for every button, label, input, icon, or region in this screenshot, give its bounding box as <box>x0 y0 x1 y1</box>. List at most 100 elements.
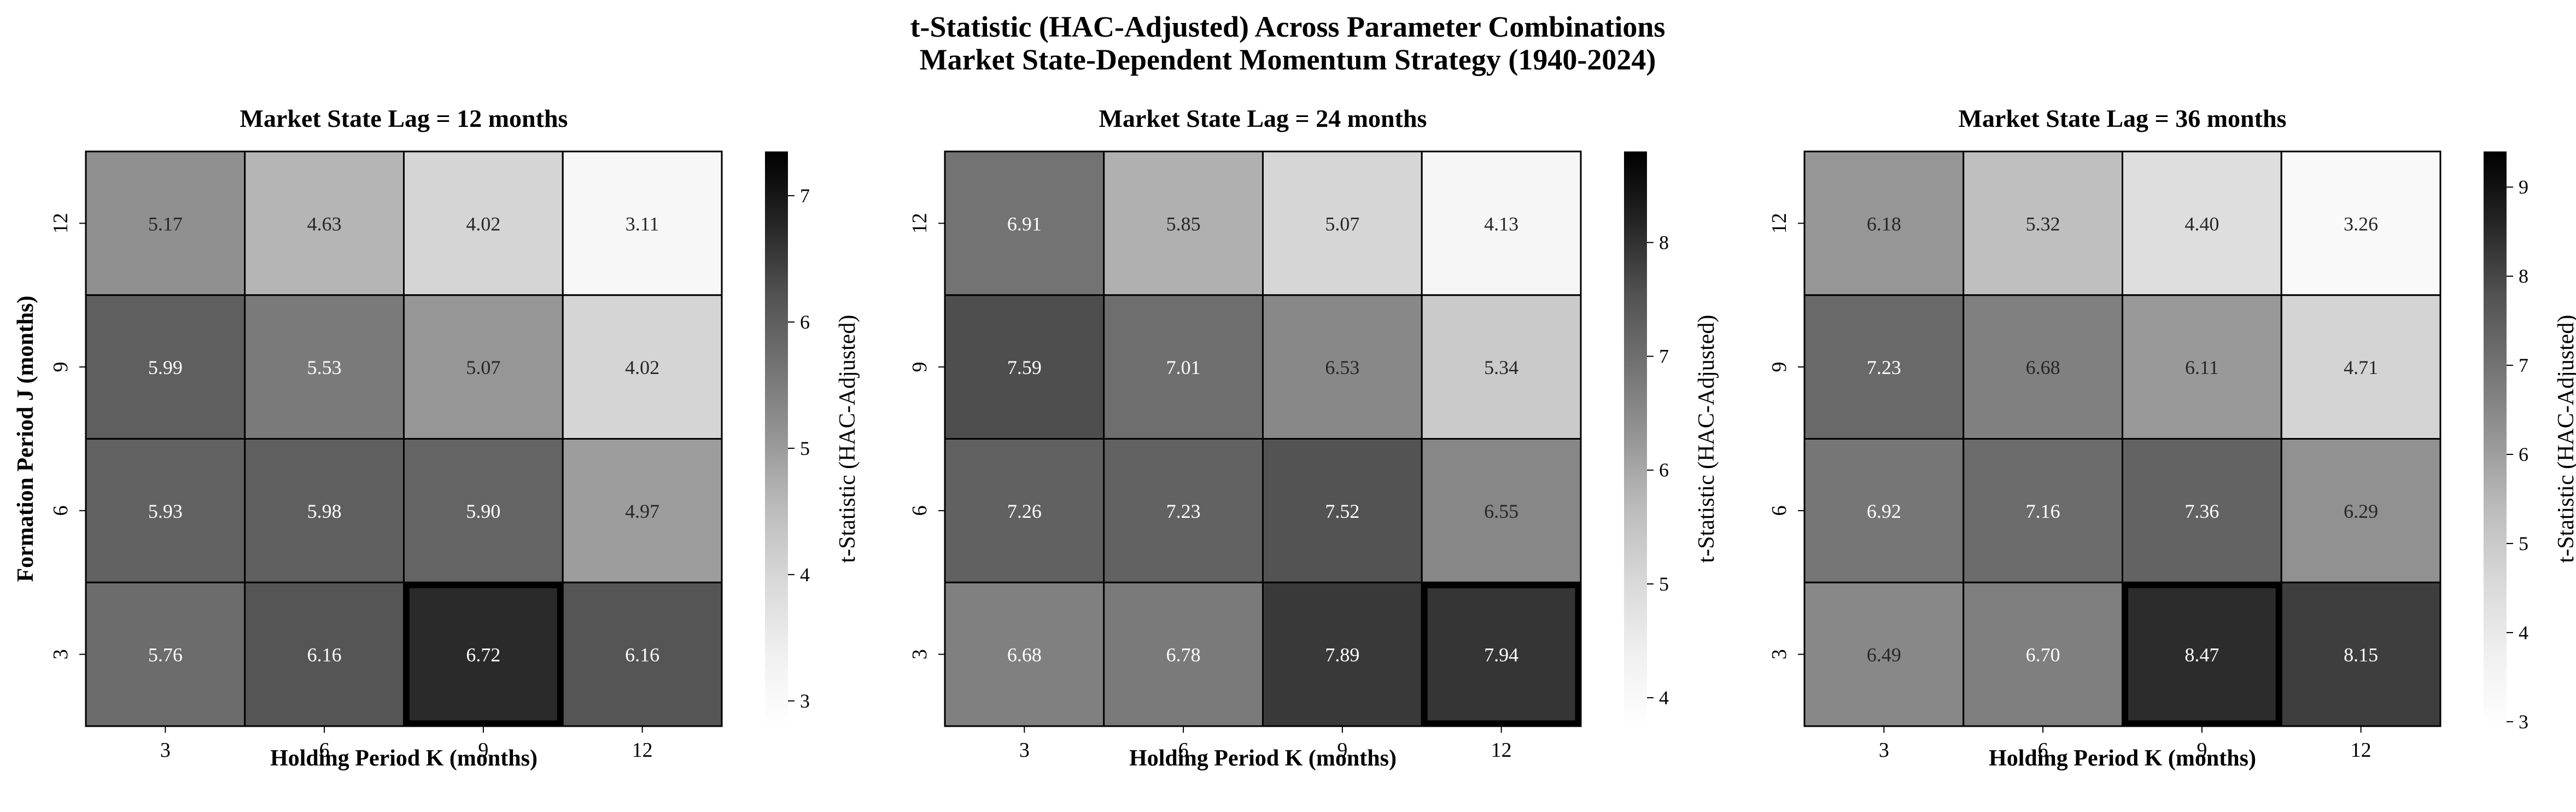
colorbar-tick-label: 7 <box>2519 354 2528 376</box>
heatmap-cell <box>244 150 405 296</box>
cell-value-label: 6.70 <box>2026 644 2060 666</box>
x-tick-label: 6 <box>2038 739 2048 762</box>
heatmap-frame <box>85 150 723 727</box>
heatmap-cell <box>1803 150 1965 296</box>
x-tick-label: 12 <box>1491 739 1512 762</box>
heatmap-panel-1: Market State Lag = 12 months 5.17 4.63 4.02… <box>13 104 860 771</box>
colorbar-tick-label: 7 <box>800 185 810 207</box>
heatmap-cell <box>244 581 405 727</box>
heatmap-cell <box>244 438 405 583</box>
cell-value-label: 6.16 <box>307 644 342 666</box>
y-tick-label: 12 <box>908 213 931 233</box>
cell-value-label: 5.32 <box>2026 213 2060 235</box>
heatmap-cell <box>1962 438 2123 583</box>
colorbar-tick-label: 6 <box>1659 459 1669 481</box>
heatmap-cell <box>1962 581 2123 727</box>
cell-value-label: 6.55 <box>1484 500 1518 522</box>
cell-value-label: 6.11 <box>2185 357 2219 378</box>
colorbar-tick-label: 7 <box>1659 346 1669 367</box>
cell-value-label: 4.97 <box>625 500 659 522</box>
heatmap-cell <box>2122 294 2282 440</box>
best-cell-highlight <box>1421 582 1581 727</box>
colorbar-tick-label: 3 <box>800 690 810 712</box>
heatmap-cell <box>562 438 723 583</box>
cell-value-label: 5.53 <box>307 357 342 378</box>
y-tick-label: 9 <box>49 362 72 372</box>
cell-value-label: 7.89 <box>1325 644 1359 666</box>
heatmap-frame <box>1803 150 2441 727</box>
y-tick-label: 12 <box>49 213 72 233</box>
cell-value-label: 7.16 <box>2026 500 2060 522</box>
heatmap-cell <box>562 294 723 440</box>
colorbar-label: t-Statistic (HAC-Adjusted) <box>2554 315 2576 563</box>
colorbar-label: t-Statistic (HAC-Adjusted) <box>835 315 860 563</box>
cell-value-label: 6.68 <box>2026 357 2060 378</box>
y-tick-label: 9 <box>1768 362 1791 372</box>
panel-title: Market State Lag = 12 months <box>240 104 568 132</box>
cell-value-label: 5.07 <box>466 357 500 378</box>
heatmap-panel-3: Market State Lag = 36 months 6.18 5.32 4.40… <box>1768 104 2576 771</box>
y-tick-label: 12 <box>1768 213 1791 233</box>
cell-value-label: 7.94 <box>1484 644 1518 666</box>
y-tick-label: 3 <box>1768 649 1791 659</box>
colorbar-tick-label: 5 <box>1659 573 1669 595</box>
heatmap-cell <box>85 150 246 296</box>
cell-value-label: 7.23 <box>1166 500 1201 522</box>
heatmap-cell <box>1803 581 1965 727</box>
colorbar-label: t-Statistic (HAC-Adjusted) <box>1694 315 1719 563</box>
x-tick-label: 12 <box>632 739 653 762</box>
cell-value-label: 6.49 <box>1867 644 1901 666</box>
cell-value-label: 7.36 <box>2184 500 2219 522</box>
y-tick-label: 3 <box>908 649 931 659</box>
cell-value-label: 5.93 <box>148 500 183 522</box>
y-tick-label: 6 <box>908 505 931 516</box>
heatmap-cell <box>1421 438 1582 583</box>
best-cell-highlight <box>2122 582 2282 727</box>
colorbar-tick-label: 5 <box>2519 533 2528 554</box>
cell-value-label: 4.63 <box>307 213 342 235</box>
heatmap-cell <box>244 294 405 440</box>
x-tick-label: 3 <box>1879 739 1889 762</box>
cell-value-label: 5.34 <box>1484 357 1518 378</box>
heatmap-cell <box>2122 581 2282 727</box>
figure-title-line-1: t-Statistic (HAC-Adjusted) Across Parame… <box>910 10 1666 43</box>
cell-value-label: 3.11 <box>626 213 659 235</box>
cell-value-label: 6.16 <box>625 644 659 666</box>
colorbar-tick-label: 6 <box>800 311 810 333</box>
y-axis-label: Formation Period J (months) <box>13 296 38 582</box>
heatmap-cell <box>1421 294 1582 440</box>
colorbar-tick-label: 4 <box>1659 687 1669 709</box>
cell-value-label: 6.68 <box>1007 644 1042 666</box>
cell-value-label: 6.72 <box>466 644 500 666</box>
x-tick-label: 9 <box>1337 739 1347 762</box>
heatmap-cell <box>85 294 246 440</box>
heatmap-panels: Market State Lag = 12 months 5.17 4.63 4.02… <box>13 104 2576 771</box>
heatmap-cell <box>2280 294 2441 440</box>
best-cell-highlight <box>404 582 563 727</box>
cell-value-label: 4.40 <box>2184 213 2219 235</box>
heatmap-cell <box>403 581 564 727</box>
colorbar-gradient <box>765 151 788 726</box>
colorbar-tick-label: 4 <box>2519 622 2528 644</box>
heatmap-cell <box>85 581 246 727</box>
y-tick-label: 6 <box>1768 505 1791 516</box>
colorbar-tick-label: 3 <box>2519 711 2528 733</box>
cell-value-label: 4.02 <box>625 357 659 378</box>
y-tick-label: 3 <box>49 649 72 659</box>
colorbar-gradient <box>1624 151 1647 726</box>
x-tick-label: 6 <box>1178 739 1189 762</box>
cell-value-label: 5.76 <box>148 644 183 666</box>
heatmap-cell <box>562 150 723 296</box>
heatmap-cell <box>1103 294 1264 440</box>
heatmap-cell <box>2122 150 2282 296</box>
x-tick-label: 9 <box>2197 739 2207 762</box>
colorbar-tick-label: 4 <box>800 564 810 586</box>
heatmap-cell <box>1262 294 1423 440</box>
cell-value-label: 7.01 <box>1166 357 1201 378</box>
x-tick-label: 12 <box>2351 739 2371 762</box>
heatmap-cell <box>1103 150 1264 296</box>
heatmap-cell <box>1962 294 2123 440</box>
cell-value-label: 6.29 <box>2344 500 2378 522</box>
x-axis-label: Holding Period K (months) <box>1989 746 2256 771</box>
